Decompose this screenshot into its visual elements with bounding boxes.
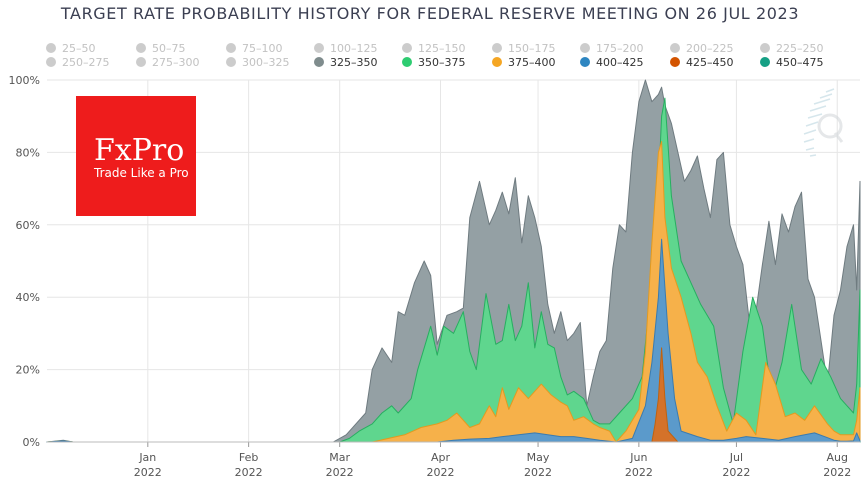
legend-marker bbox=[580, 43, 590, 53]
x-tick-month: Jun bbox=[629, 451, 647, 464]
x-tick-year: 2022 bbox=[823, 466, 851, 479]
x-tick-month: Jan bbox=[138, 451, 156, 464]
legend-item[interactable]: 25–50 bbox=[46, 42, 96, 55]
legend-label: 425–450 bbox=[686, 56, 734, 69]
legend-label: 50–75 bbox=[152, 42, 186, 55]
legend-marker bbox=[402, 57, 412, 67]
legend-marker bbox=[760, 57, 770, 67]
legend-marker bbox=[492, 57, 502, 67]
x-tick-year: 2022 bbox=[524, 466, 552, 479]
legend-marker bbox=[46, 43, 56, 53]
legend-item[interactable]: 375–400 bbox=[492, 56, 556, 69]
y-tick-label: 100% bbox=[9, 74, 40, 87]
legend-label: 25–50 bbox=[62, 42, 96, 55]
legend-item[interactable]: 75–100 bbox=[226, 42, 283, 55]
x-tick-year: 2022 bbox=[134, 466, 162, 479]
legend-item[interactable]: 250–275 bbox=[46, 56, 110, 69]
x-tick-month: Feb bbox=[239, 451, 258, 464]
brand-logo: FxPro Trade Like a Pro bbox=[76, 96, 196, 216]
x-axis: Jan 2022 Feb 2022 Mar 2022 Apr 2022 May 2022 Jun 20… bbox=[47, 441, 860, 479]
y-tick-label: 40% bbox=[16, 291, 40, 304]
legend: 25–50 50–75 75–100 100–125 125–150 150–175 175… bbox=[46, 42, 824, 69]
legend-marker bbox=[580, 57, 590, 67]
legend-item[interactable]: 125–150 bbox=[402, 42, 466, 55]
legend-item[interactable]: 225–250 bbox=[760, 42, 824, 55]
brand-tagline: Trade Like a Pro bbox=[93, 166, 189, 180]
legend-label: 325–350 bbox=[330, 56, 378, 69]
legend-label: 450–475 bbox=[776, 56, 824, 69]
legend-marker bbox=[46, 57, 56, 67]
y-tick-label: 20% bbox=[16, 364, 40, 377]
brand-name: FxPro bbox=[94, 133, 184, 168]
x-tick-month: Aug bbox=[826, 451, 847, 464]
legend-item[interactable]: 350–375 bbox=[402, 56, 466, 69]
legend-item[interactable]: 50–75 bbox=[136, 42, 186, 55]
x-tick-month: Mar bbox=[329, 451, 350, 464]
area-400–425 bbox=[46, 238, 861, 443]
legend-marker bbox=[136, 57, 146, 67]
legend-marker bbox=[314, 57, 324, 67]
legend-item[interactable]: 100–125 bbox=[314, 42, 378, 55]
brand-logo-box bbox=[76, 96, 196, 216]
y-tick-label: 0% bbox=[23, 436, 40, 449]
legend-label: 175–200 bbox=[596, 42, 644, 55]
x-tick-year: 2022 bbox=[722, 466, 750, 479]
legend-marker bbox=[226, 43, 236, 53]
legend-label: 100–125 bbox=[330, 42, 378, 55]
legend-marker bbox=[226, 57, 236, 67]
y-tick-label: 80% bbox=[16, 146, 40, 159]
legend-label: 250–275 bbox=[62, 56, 110, 69]
x-tick-month: May bbox=[527, 451, 550, 464]
legend-label: 125–150 bbox=[418, 42, 466, 55]
legend-item[interactable]: 175–200 bbox=[580, 42, 644, 55]
legend-label: 225–250 bbox=[776, 42, 824, 55]
legend-item[interactable]: 450–475 bbox=[760, 56, 824, 69]
legend-marker bbox=[314, 43, 324, 53]
legend-label: 275–300 bbox=[152, 56, 200, 69]
legend-item[interactable]: 300–325 bbox=[226, 56, 290, 69]
legend-item[interactable]: 275–300 bbox=[136, 56, 200, 69]
legend-item[interactable]: 325–350 bbox=[314, 56, 378, 69]
legend-label: 375–400 bbox=[508, 56, 556, 69]
x-tick-month: Jul bbox=[729, 451, 743, 464]
x-tick-year: 2022 bbox=[625, 466, 653, 479]
legend-item[interactable]: 200–225 bbox=[670, 42, 734, 55]
x-tick-year: 2022 bbox=[426, 466, 454, 479]
legend-label: 150–175 bbox=[508, 42, 556, 55]
legend-label: 400–425 bbox=[596, 56, 644, 69]
x-tick-year: 2022 bbox=[326, 466, 354, 479]
legend-marker bbox=[670, 57, 680, 67]
legend-label: 300–325 bbox=[242, 56, 290, 69]
area-series bbox=[46, 79, 861, 443]
x-tick-year: 2022 bbox=[235, 466, 263, 479]
y-tick-label: 60% bbox=[16, 219, 40, 232]
chart-title: TARGET RATE PROBABILITY HISTORY FOR FEDE… bbox=[60, 4, 799, 23]
y-axis: 0% 20% 40% 60% 80% 100% bbox=[9, 74, 40, 449]
legend-marker bbox=[136, 43, 146, 53]
legend-item[interactable]: 400–425 bbox=[580, 56, 644, 69]
legend-label: 350–375 bbox=[418, 56, 466, 69]
legend-marker bbox=[760, 43, 770, 53]
x-tick-month: Apr bbox=[431, 451, 451, 464]
legend-item[interactable]: 150–175 bbox=[492, 42, 556, 55]
watermark-icon bbox=[803, 88, 844, 157]
legend-label: 200–225 bbox=[686, 42, 734, 55]
legend-marker bbox=[402, 43, 412, 53]
legend-marker bbox=[492, 43, 502, 53]
legend-label: 75–100 bbox=[242, 42, 283, 55]
legend-marker bbox=[670, 43, 680, 53]
legend-item[interactable]: 425–450 bbox=[670, 56, 734, 69]
